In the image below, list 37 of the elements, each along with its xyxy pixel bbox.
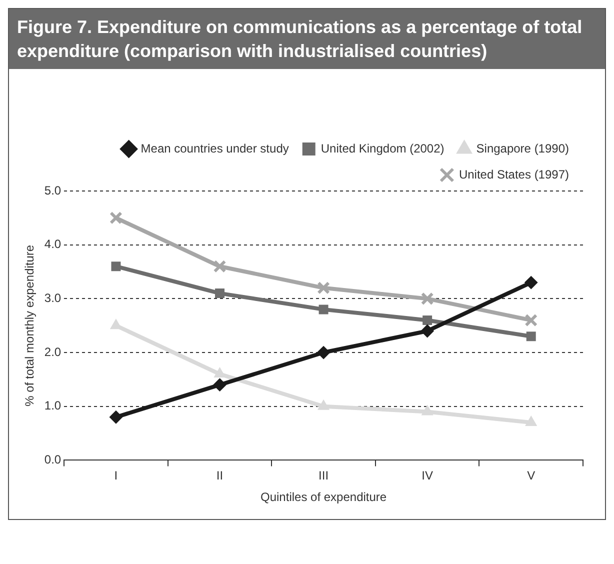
point (420, 324, 434, 338)
point (213, 378, 226, 392)
chart-title: Figure 7. Expenditure on communications as a percentage of total expenditure (comparison with industrialised countries) (9, 9, 605, 69)
point (524, 276, 538, 290)
legend-label: Singapore (1990) (476, 141, 570, 156)
legend-label: United Kingdom (2002) (320, 141, 444, 156)
x-tick-label: III (318, 468, 329, 483)
point (524, 314, 538, 327)
y-tick-label: 1.0 (44, 398, 62, 413)
x-tick-label: IV (422, 468, 433, 483)
point (213, 260, 226, 273)
y-tick-label: 4.0 (44, 237, 62, 252)
point (525, 416, 537, 426)
point (317, 346, 330, 360)
x-tick-label: I (114, 468, 118, 483)
point (111, 262, 121, 272)
point (420, 292, 434, 306)
point (215, 288, 224, 298)
point (214, 368, 226, 378)
y-tick-label: 0.0 (44, 452, 62, 467)
point (526, 332, 536, 342)
x-tick-label: II (216, 468, 224, 483)
point (317, 281, 330, 294)
y-tick-label: 5.0 (44, 183, 62, 198)
legend-label: United States (1997) (458, 167, 570, 182)
point (422, 315, 432, 325)
y-axis-title: % of total monthly expenditure (22, 244, 37, 406)
point (422, 405, 434, 416)
point (318, 304, 328, 314)
y-tick-label: 2.0 (44, 344, 62, 359)
point (109, 410, 122, 424)
legend-label: Mean countries under study (140, 141, 289, 156)
x-tick-label: V (527, 468, 536, 483)
x-axis-title: Quintiles of expenditure (260, 490, 387, 504)
point (110, 211, 122, 224)
point (318, 400, 330, 410)
y-tick-label: 3.0 (44, 290, 62, 305)
